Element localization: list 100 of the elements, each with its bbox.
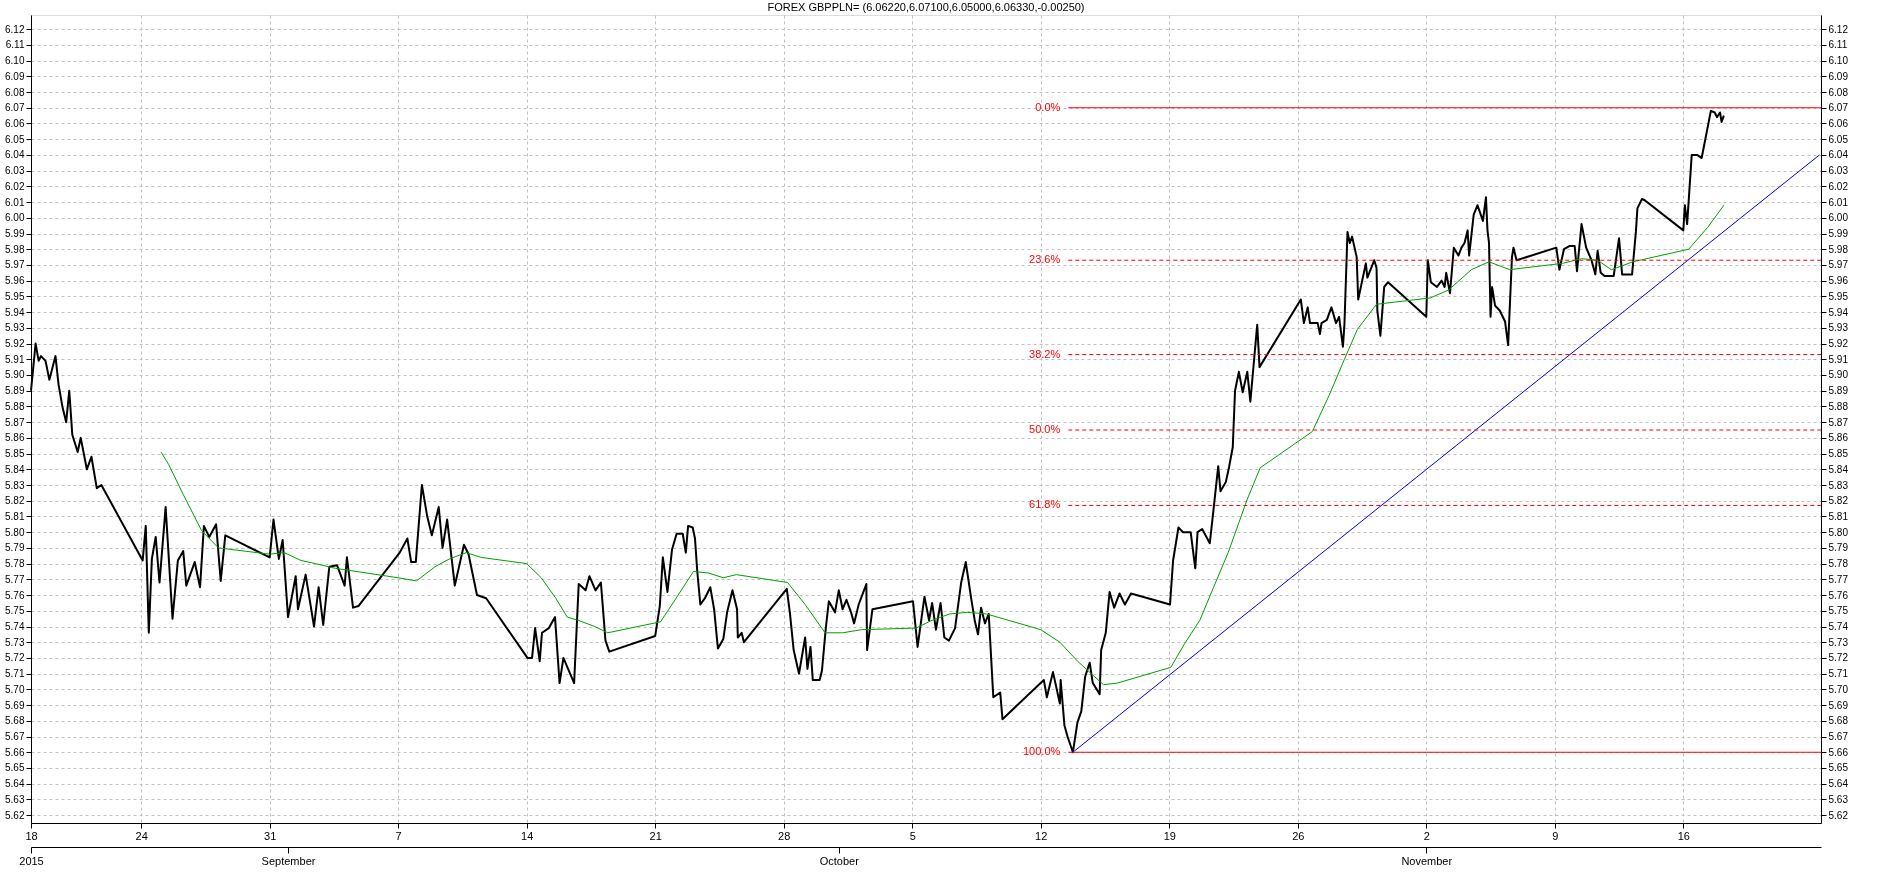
y2-tick-label: 5.65 <box>1828 762 1849 774</box>
y2-tick-label: 5.84 <box>1828 463 1849 475</box>
y2-tick-label: 5.69 <box>1828 699 1849 711</box>
y2-tick-label: 5.75 <box>1828 605 1849 617</box>
y2-tick-label: 6.08 <box>1828 86 1849 98</box>
y2-tick-label: 5.82 <box>1828 495 1849 507</box>
y2-tick-label: 6.09 <box>1828 70 1849 82</box>
y-tick-label: 5.88 <box>5 400 25 412</box>
y2-tick-label: 6.05 <box>1828 133 1849 145</box>
x-tick-label: 2 <box>1423 829 1430 842</box>
y2-tick-label: 5.92 <box>1828 338 1849 350</box>
y-tick-label: 5.69 <box>5 699 25 711</box>
chart-title: FOREX GBPPLN= (6.06220,6.07100,6.05000,6.06330,-0.00250) <box>767 1 1085 13</box>
y-tick-label: 5.62 <box>5 809 25 821</box>
x-tick-label: 12 <box>1035 829 1048 842</box>
y-tick-label: 6.01 <box>5 196 25 208</box>
y-tick-label: 5.89 <box>5 385 25 397</box>
x-tick-label: 7 <box>395 829 402 842</box>
x2-tick-label: October <box>819 854 860 867</box>
y-tick-label: 5.85 <box>5 448 25 460</box>
y-tick-label: 5.63 <box>5 793 25 805</box>
y2-tick-label: 6.07 <box>1828 102 1849 114</box>
y2-tick-label: 5.68 <box>1828 715 1849 727</box>
y-tick-label: 5.93 <box>5 322 25 334</box>
y-tick-label: 5.86 <box>5 432 25 444</box>
y2-tick-label: 5.88 <box>1828 400 1849 412</box>
y2-tick-label: 5.85 <box>1828 448 1849 460</box>
y2-tick-label: 5.72 <box>1828 652 1849 664</box>
y-tick-label: 5.73 <box>5 636 25 648</box>
y-tick-label: 6.08 <box>5 86 25 98</box>
y-tick-label: 6.02 <box>5 180 25 192</box>
y2-tick-label: 5.93 <box>1828 322 1849 334</box>
y-tick-label: 6.04 <box>5 149 25 161</box>
y-tick-label: 5.84 <box>5 463 25 475</box>
y2-tick-label: 5.90 <box>1828 369 1849 381</box>
y-tick-label: 6.03 <box>5 165 25 177</box>
line-series <box>160 204 1725 686</box>
x-tick-label: 16 <box>1677 829 1690 842</box>
y-tick-label: 6.07 <box>5 102 25 114</box>
y2-tick-label: 5.91 <box>1828 353 1849 365</box>
y2-tick-label: 5.87 <box>1828 416 1849 428</box>
y-tick-label: 6.00 <box>5 212 25 224</box>
y-tick-label: 5.82 <box>5 495 25 507</box>
x-tick-label: 19 <box>1163 829 1176 842</box>
y-tick-label: 5.65 <box>5 762 25 774</box>
y-tick-label: 6.10 <box>5 55 25 67</box>
series-label: 0.0% <box>1035 100 1061 113</box>
y-tick-label: 5.75 <box>5 605 25 617</box>
x-tick-label: 24 <box>135 829 148 842</box>
y-tick-label: 5.64 <box>5 778 25 790</box>
y-tick-label: 5.76 <box>5 589 25 601</box>
x-tick-label: 28 <box>778 829 791 842</box>
y2-tick-label: 5.74 <box>1828 621 1849 632</box>
series-label: 100.0% <box>1022 745 1061 758</box>
x-tick-label: 9 <box>1552 829 1559 842</box>
y2-tick-label: 5.81 <box>1828 510 1849 522</box>
y2-tick-label: 5.63 <box>1828 793 1849 805</box>
y2-tick-label: 5.78 <box>1828 558 1849 570</box>
y-tick-label: 5.91 <box>5 353 25 365</box>
y-tick-label: 5.83 <box>5 479 25 491</box>
y2-tick-label: 5.86 <box>1828 432 1849 444</box>
y2-tick-label: 6.03 <box>1828 165 1849 177</box>
y-tick-label: 5.95 <box>5 290 25 302</box>
y-tick-label: 5.92 <box>5 338 25 350</box>
x2-tick-label: September <box>261 854 316 867</box>
y2-tick-label: 6.10 <box>1828 55 1849 67</box>
y2-tick-label: 5.98 <box>1828 243 1849 255</box>
y2-tick-label: 5.73 <box>1828 636 1849 648</box>
y2-tick-label: 5.89 <box>1828 385 1849 397</box>
y2-tick-label: 5.76 <box>1828 589 1849 601</box>
x2-tick-label: 2015 <box>19 854 44 867</box>
y2-tick-label: 6.00 <box>1828 212 1849 224</box>
y-tick-label: 5.79 <box>5 542 25 554</box>
y-tick-label: 6.09 <box>5 70 25 82</box>
y2-tick-label: 6.02 <box>1828 180 1849 192</box>
y2-tick-label: 6.04 <box>1828 149 1849 161</box>
y-tick-label: 5.94 <box>5 306 25 318</box>
y2-tick-label: 5.71 <box>1828 668 1849 680</box>
x-tick-label: 26 <box>1292 829 1305 842</box>
y-tick-label: 5.78 <box>5 558 25 570</box>
y-tick-label: 6.05 <box>5 133 25 145</box>
y-tick-label: 5.90 <box>5 369 25 381</box>
y-tick-label: 5.74 <box>5 621 25 632</box>
y-tick-label: 5.99 <box>5 228 25 240</box>
x2-tick-label: November <box>1401 854 1453 867</box>
y2-tick-label: 5.77 <box>1828 573 1849 585</box>
y2-tick-label: 6.06 <box>1828 117 1849 129</box>
y2-tick-label: 6.01 <box>1828 196 1849 208</box>
y-tick-label: 5.87 <box>5 416 25 428</box>
x-tick-label: 5 <box>909 829 916 842</box>
y-tick-label: 5.68 <box>5 715 25 727</box>
y-tick-label: 5.77 <box>5 573 25 585</box>
y2-tick-label: 5.62 <box>1828 809 1849 821</box>
x-tick-label: 18 <box>25 829 38 842</box>
y2-tick-label: 5.66 <box>1828 746 1849 758</box>
y2-tick-label: 5.70 <box>1828 683 1849 695</box>
y2-tick-label: 5.99 <box>1828 228 1849 240</box>
y2-tick-label: 6.12 <box>1828 23 1849 35</box>
y2-tick-label: 5.97 <box>1828 259 1849 271</box>
x-tick-label: 31 <box>264 829 277 842</box>
